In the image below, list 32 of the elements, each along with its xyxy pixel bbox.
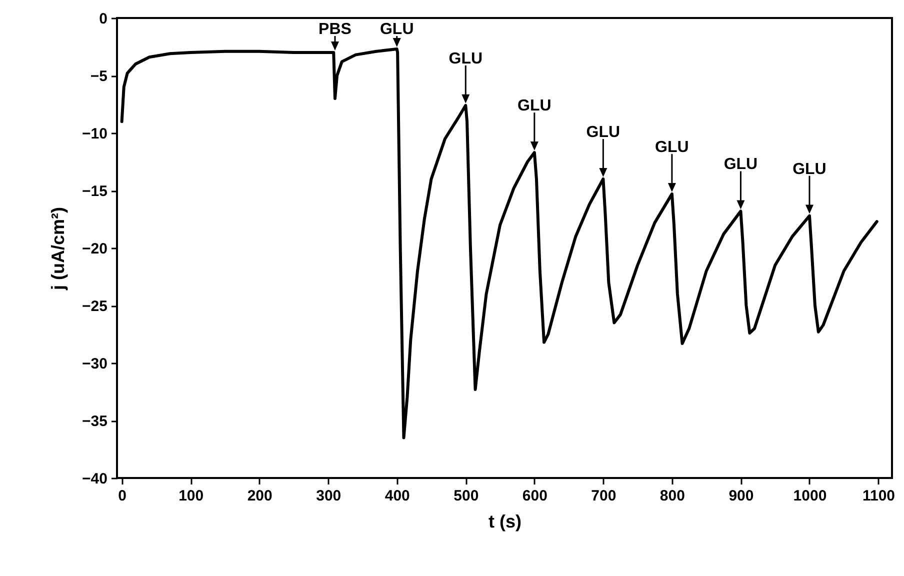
y-tick-label: −35 [82, 413, 108, 430]
x-tick-label: 100 [178, 488, 204, 504]
annotation: PBS [318, 21, 352, 38]
annotation: GLU [792, 160, 826, 178]
annotation: GLU [586, 124, 620, 141]
annotation: GLU [724, 156, 758, 174]
y-axis-title: j (uA/cm²) [48, 207, 68, 291]
x-tick-label: 800 [660, 488, 685, 504]
annotation: GLU [448, 50, 483, 68]
x-tick-label: 400 [384, 488, 410, 504]
x-tick-label: 900 [728, 488, 754, 504]
y-tick-label: 0 [99, 10, 108, 28]
x-tick-label: 1100 [862, 488, 896, 504]
line-series [120, 48, 878, 440]
annotation: GLU [380, 21, 414, 38]
x-tick-label: 1000 [793, 488, 827, 504]
y-tick-label: −20 [82, 240, 108, 258]
x-tick-label: 0 [118, 488, 126, 504]
annotation: GLU [518, 98, 552, 115]
y-tick-label: −15 [82, 183, 108, 200]
annotation: GLU [655, 138, 689, 156]
y-tick-label: −25 [82, 298, 108, 315]
x-axis-title: t (s) [488, 512, 522, 532]
x-tick-label: 300 [316, 488, 342, 504]
y-tick-label: −30 [82, 356, 108, 372]
x-tick-label: 200 [247, 488, 272, 504]
y-tick-label: −10 [82, 126, 108, 142]
y-tick-label: −40 [82, 470, 108, 488]
y-tick-label: −5 [90, 68, 108, 85]
x-tick-label: 700 [591, 488, 616, 504]
x-tick-label: 500 [454, 488, 479, 504]
x-tick-label: 600 [522, 488, 548, 504]
